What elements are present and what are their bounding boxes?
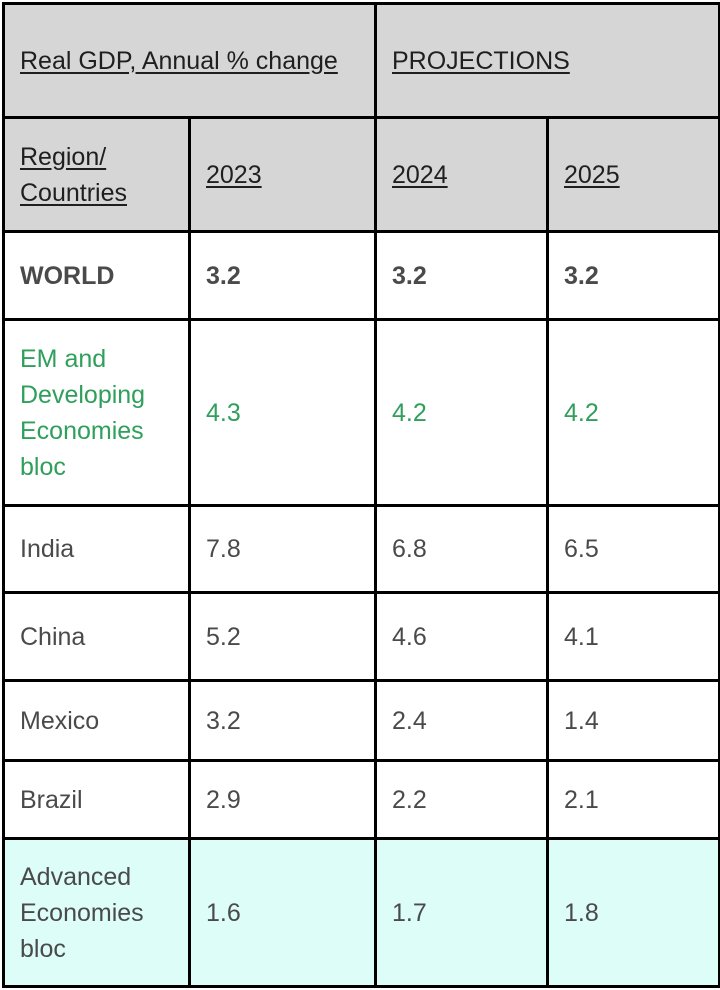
header-row-top: Real GDP, Annual % change PROJECTIONS [2, 2, 720, 119]
value-cell-2024: 3.2 [374, 230, 549, 321]
value-cell-2023: 7.8 [188, 504, 377, 594]
year-header-cell-2024: 2024 [374, 116, 549, 233]
value-cell-2024: 4.2 [374, 318, 549, 507]
value-cell-2023: 5.2 [188, 591, 377, 682]
value-cell-2025: 6.5 [545, 504, 720, 594]
year-header-2025: 2025 [564, 160, 620, 189]
table-row-world: WORLD 3.2 3.2 3.2 [2, 230, 720, 321]
year-header-cell-2023: 2023 [188, 116, 377, 233]
region-header: Region/ Countries [20, 142, 127, 207]
table-row-india: India 7.8 6.8 6.5 [2, 504, 720, 594]
year-header-cell-2025: 2025 [545, 116, 720, 233]
row-label: Brazil [2, 759, 191, 840]
value-cell-2025: 4.2 [545, 318, 720, 507]
value-cell-2024: 2.2 [374, 759, 549, 840]
row-label: India [2, 504, 191, 594]
value-cell-2025: 4.1 [545, 591, 720, 682]
value-cell-2025: 3.2 [545, 230, 720, 321]
value-cell-2024: 4.6 [374, 591, 549, 682]
table-title-cell: Real GDP, Annual % change [2, 2, 377, 119]
value-cell-2024: 6.8 [374, 504, 549, 594]
region-header-cell: Region/ Countries [2, 116, 191, 233]
value-cell-2023: 1.6 [188, 837, 377, 988]
table-row-china: China 5.2 4.6 4.1 [2, 591, 720, 682]
table-title: Real GDP, Annual % change [20, 46, 338, 75]
value-cell-2024: 2.4 [374, 679, 549, 762]
value-cell-2023: 3.2 [188, 230, 377, 321]
row-label: EM and Developing Economies bloc [2, 318, 191, 507]
table-row-brazil: Brazil 2.9 2.2 2.1 [2, 759, 720, 840]
header-row-columns: Region/ Countries 2023 2024 2025 [2, 116, 720, 233]
table-row-advanced-economies: Advanced Economies bloc 1.6 1.7 1.8 [2, 837, 720, 988]
value-cell-2025: 2.1 [545, 759, 720, 840]
row-label: Advanced Economies bloc [2, 837, 191, 988]
value-cell-2024: 1.7 [374, 837, 549, 988]
projections-header-cell: PROJECTIONS [373, 2, 720, 119]
value-cell-2023: 3.2 [188, 679, 377, 762]
value-cell-2025: 1.8 [545, 837, 720, 988]
value-cell-2025: 1.4 [545, 679, 720, 762]
year-header-2024: 2024 [392, 160, 448, 189]
row-label: China [2, 591, 191, 682]
value-cell-2023: 2.9 [188, 759, 377, 840]
table-row-mexico: Mexico 3.2 2.4 1.4 [2, 679, 720, 762]
row-label: WORLD [2, 230, 191, 321]
table-row-em-developing: EM and Developing Economies bloc 4.3 4.2… [2, 318, 720, 507]
row-label: Mexico [2, 679, 191, 762]
year-header-2023: 2023 [206, 160, 262, 189]
projections-header: PROJECTIONS [392, 46, 570, 75]
value-cell-2023: 4.3 [188, 318, 377, 507]
